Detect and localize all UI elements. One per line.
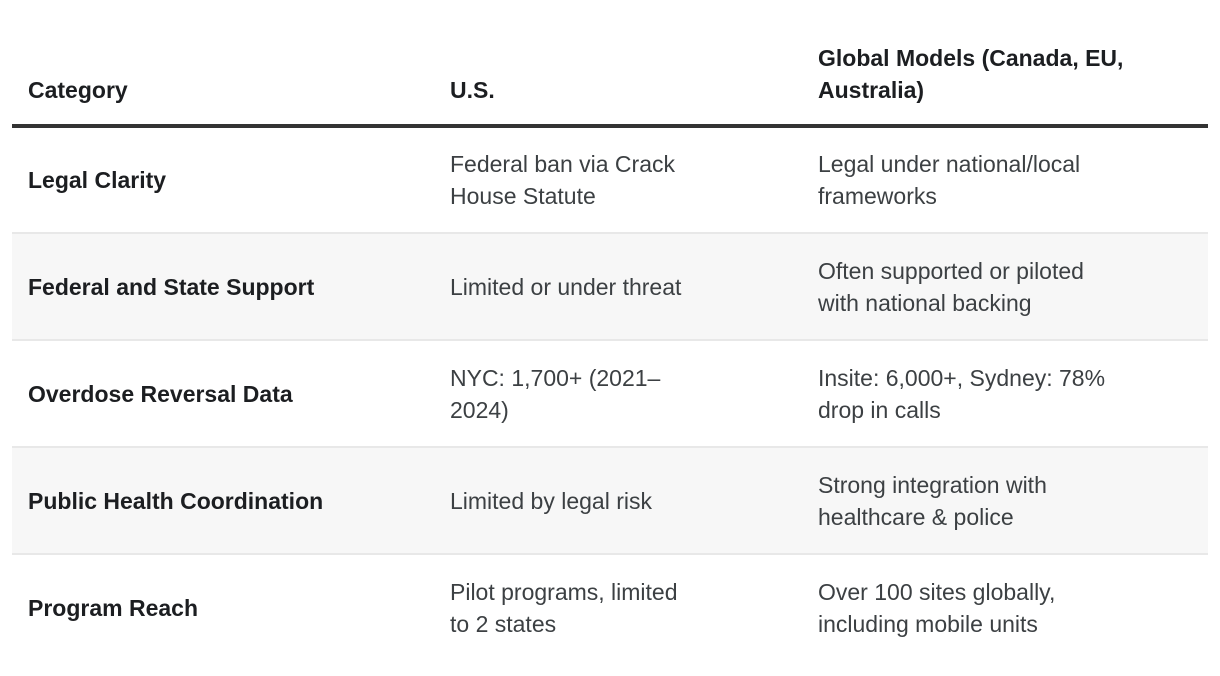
cell-us: Federal ban via Crack House Statute xyxy=(442,126,810,233)
column-header-category-label: Category xyxy=(28,77,128,103)
cell-category: Public Health Coordination xyxy=(12,446,442,554)
header-row: Category U.S. Global Models (Canada, EU,… xyxy=(12,0,1208,128)
cell-category: Legal Clarity xyxy=(12,126,442,233)
cell-us-text: Pilot programs, limited to 2 states xyxy=(450,579,678,637)
cell-category-text: Public Health Coordination xyxy=(28,487,324,514)
cell-us-text: Limited by legal risk xyxy=(450,487,652,514)
cell-category-text: Legal Clarity xyxy=(28,167,167,193)
column-header-us-label: U.S. xyxy=(450,77,495,103)
cell-global-text: Legal under national/local frameworks xyxy=(818,151,1081,209)
table-header: Category U.S. Global Models (Canada, EU,… xyxy=(12,0,1208,128)
cell-global-text: Strong integration with healthcare & pol… xyxy=(818,471,1047,530)
table-row: Overdose Reversal Data NYC: 1,700+ (2021–… xyxy=(12,339,1208,447)
cell-global-text: Over 100 sites globally, including mobil… xyxy=(818,579,1056,637)
cell-category-text: Federal and State Support xyxy=(28,273,315,300)
table-row: Legal Clarity Federal ban via Crack House… xyxy=(12,126,1208,233)
column-header-category: Category xyxy=(12,0,442,128)
column-header-global-models: Global Models (Canada, EU, Australia) xyxy=(810,0,1208,128)
cell-us: NYC: 1,700+ (2021–2024) xyxy=(442,339,810,447)
table-row: Public Health Coordination Limited by leg… xyxy=(12,446,1208,554)
cell-global: Insite: 6,000+, Sydney: 78% drop in call… xyxy=(810,339,1208,447)
cell-global: Strong integration with healthcare & pol… xyxy=(810,446,1208,554)
table-row: Federal and State Support Limited or unde… xyxy=(12,232,1208,340)
cell-category: Federal and State Support xyxy=(12,232,442,340)
cell-category-text: Program Reach xyxy=(28,595,199,621)
cell-category: Overdose Reversal Data xyxy=(12,339,442,447)
cell-global: Legal under national/local frameworks xyxy=(810,126,1208,233)
column-header-global-models-label: Global Models (Canada, EU, Australia) xyxy=(818,45,1124,103)
cell-category: Program Reach xyxy=(12,553,442,661)
cell-us-text: Limited or under threat xyxy=(450,273,682,300)
comparison-table: Category U.S. Global Models (Canada, EU,… xyxy=(12,0,1208,661)
cell-us: Pilot programs, limited to 2 states xyxy=(442,553,810,661)
cell-us: Limited by legal risk xyxy=(442,446,810,554)
cell-us: Limited or under threat xyxy=(442,232,810,340)
table-body: Legal Clarity Federal ban via Crack House… xyxy=(12,126,1208,661)
cell-global: Often supported or piloted with national… xyxy=(810,232,1208,340)
cell-global-text: Often supported or piloted with national… xyxy=(818,257,1084,316)
cell-global: Over 100 sites globally, including mobil… xyxy=(810,553,1208,661)
column-header-us: U.S. xyxy=(442,0,810,128)
cell-category-text: Overdose Reversal Data xyxy=(28,380,293,407)
cell-us-text: NYC: 1,700+ (2021–2024) xyxy=(450,364,661,423)
table-row: Program Reach Pilot programs, limited to … xyxy=(12,553,1208,661)
cell-global-text: Insite: 6,000+, Sydney: 78% drop in call… xyxy=(818,364,1106,423)
cell-us-text: Federal ban via Crack House Statute xyxy=(450,151,675,209)
